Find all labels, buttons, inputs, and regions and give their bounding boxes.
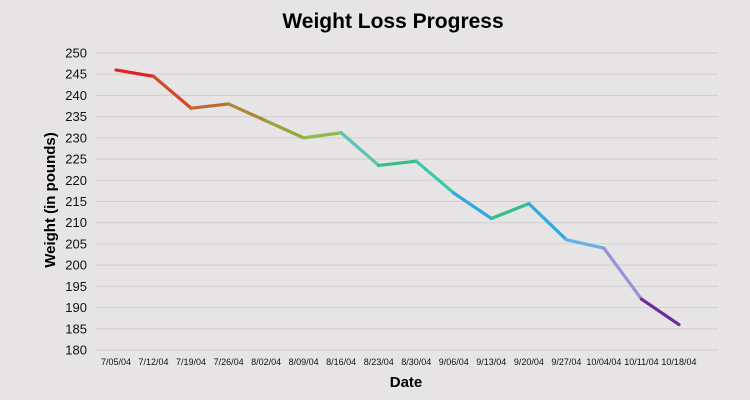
gridlines [96,52,718,351]
x-tick-label: 8/02/04 [251,357,281,367]
y-tick-label: 250 [65,46,87,61]
x-tick-label: 8/09/04 [289,357,319,367]
y-tick-label: 245 [65,67,87,82]
line-segment [151,74,193,110]
x-tick-label: 8/30/04 [401,357,431,367]
line-segment [564,238,606,250]
y-tick-label: 220 [65,173,87,188]
line-segment [264,119,306,140]
y-tick-label: 185 [65,321,87,336]
line-segment [302,131,343,140]
line-segment [339,131,381,168]
y-tick-label: 225 [65,152,87,167]
x-tick-label: 9/27/04 [551,357,581,367]
y-tick-label: 195 [65,279,87,294]
weight-series [114,68,681,327]
x-tick-label: 9/20/04 [514,357,544,367]
line-segment [489,202,531,221]
y-tick-label: 240 [65,88,87,103]
x-tick-label: 10/18/04 [661,357,696,367]
x-tick-label: 7/19/04 [176,357,206,367]
x-tick-label: 7/05/04 [101,357,131,367]
y-tick-label: 190 [65,300,87,315]
x-axis-title: Date [390,374,423,391]
line-segment [226,102,268,123]
y-axis-ticks: 180 185 190 195 200 205 210 215 220 225 230 235 240 2… [65,46,87,358]
line-segment [602,246,644,301]
y-tick-label: 215 [65,194,87,209]
x-axis-ticks: 7/05/04 7/12/04 7/19/04 7/26/04 8/02/04 8/09/… [101,357,696,367]
x-tick-label: 7/26/04 [214,357,244,367]
x-tick-label: 9/13/04 [476,357,506,367]
y-tick-label: 235 [65,109,87,124]
line-segment [377,159,418,168]
x-tick-label: 9/06/04 [439,357,469,367]
x-tick-label: 10/11/04 [624,357,658,367]
line-segment [527,202,568,242]
line-segment [639,297,681,327]
x-tick-label: 10/04/04 [586,357,621,367]
y-tick-label: 210 [65,215,87,230]
x-tick-label: 8/23/04 [364,357,394,367]
line-segment [114,68,156,78]
y-tick-label: 230 [65,130,87,145]
x-tick-label: 7/12/04 [139,357,169,367]
line-segment [452,191,493,221]
y-tick-label: 205 [65,236,87,251]
x-tick-label: 8/16/04 [326,357,356,367]
y-axis-title: Weight (in pounds) [42,132,59,268]
y-tick-label: 200 [65,258,87,273]
line-segment [189,102,231,110]
line-segment [414,159,456,195]
y-tick-label: 180 [65,343,87,358]
chart-title: Weight Loss Progress [282,10,503,33]
